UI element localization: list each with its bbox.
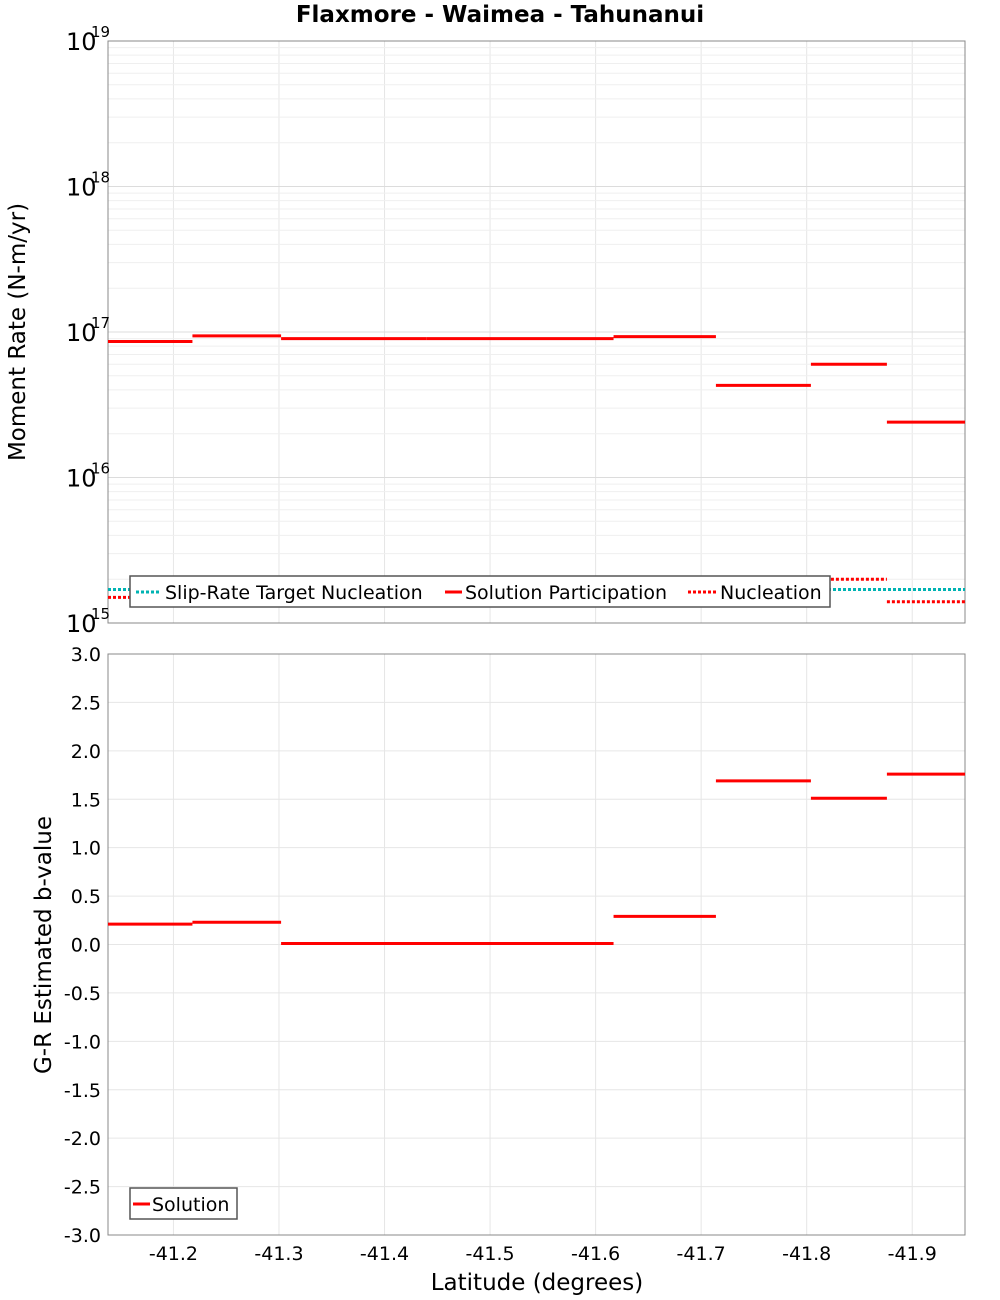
chart-title: Flaxmore - Waimea - Tahunanui: [296, 2, 704, 28]
b-value-y-tick-label: -2.0: [64, 1128, 101, 1150]
x-tick-label: -41.5: [465, 1243, 514, 1265]
legend-label-solution-participation: Solution Participation: [465, 582, 667, 604]
x-axis-ticks: -41.2 -41.3 -41.4 -41.5 -41.6 -41.7 -41.8 -41.9: [149, 1243, 937, 1265]
moment-rate-plot-frame: [107, 40, 966, 624]
x-tick-label: -41.2: [149, 1243, 198, 1265]
moment-rate-y-tick-exponent: 19: [91, 23, 110, 41]
b-value-y-tick-label: -2.5: [64, 1177, 101, 1199]
x-tick-label: -41.9: [888, 1243, 937, 1265]
b-value-y-axis-title: G-R Estimated b-value: [31, 816, 57, 1074]
moment-rate-y-tick-exponent: 15: [91, 605, 110, 623]
b-value-plot: -3.0 -2.5 -2.0 -1.5 -1.0 -0.5 0.0 0.5 1.0 1.5 2.0 2…: [31, 644, 966, 1296]
moment-rate-y-tick-base: 10: [66, 610, 97, 638]
x-tick-label: -41.3: [254, 1243, 303, 1265]
b-value-grid: [108, 653, 965, 1236]
legend-label-slip-rate-target: Slip-Rate Target Nucleation: [165, 582, 423, 604]
x-tick-label: -41.4: [360, 1243, 409, 1265]
moment-rate-y-tick-base: 10: [66, 465, 97, 493]
b-value-y-ticks: -3.0 -2.5 -2.0 -1.5 -1.0 -0.5 0.0 0.5 1.0 1.5 2.0 2…: [64, 644, 101, 1247]
b-value-y-tick-label: 3.0: [71, 644, 101, 666]
moment-rate-y-tick-base: 10: [66, 174, 97, 202]
moment-rate-y-tick-exponent: 18: [91, 169, 110, 187]
moment-rate-y-tick-base: 10: [66, 319, 97, 347]
b-value-y-tick-label: 2.5: [71, 692, 101, 714]
b-value-series: [108, 772, 965, 946]
legend-label-solution: Solution: [152, 1194, 229, 1216]
legend-label-nucleation: Nucleation: [720, 582, 822, 604]
b-value-legend-box: [129, 1187, 238, 1220]
x-tick-label: -41.6: [571, 1243, 620, 1265]
b-value-y-tick-label: 0.0: [71, 935, 101, 957]
b-value-legend: Solution: [129, 1187, 238, 1220]
b-value-plot-frame: [107, 653, 966, 1236]
b-value-y-tick-label: -3.0: [64, 1225, 101, 1247]
b-value-y-tick-label: -1.5: [64, 1080, 101, 1102]
moment-rate-y-tick-exponent: 16: [91, 460, 110, 478]
b-value-y-tick-label: 2.0: [71, 741, 101, 763]
moment-rate-y-tick-base: 10: [66, 28, 97, 56]
b-value-y-tick-label: 1.5: [71, 789, 101, 811]
x-tick-label: -41.7: [677, 1243, 726, 1265]
b-value-y-tick-label: -1.0: [64, 1031, 101, 1053]
b-value-y-tick-label: -0.5: [64, 983, 101, 1005]
moment-rate-legend: Slip-Rate Target Nucleation Solution Par…: [129, 575, 831, 608]
x-tick-label: -41.8: [782, 1243, 831, 1265]
b-value-y-tick-label: 0.5: [71, 886, 101, 908]
moment-rate-y-axis-title: Moment Rate (N-m/yr): [5, 203, 31, 461]
x-axis-title: Latitude (degrees): [431, 1270, 644, 1296]
moment-rate-y-tick-exponent: 17: [91, 314, 110, 332]
b-value-y-tick-label: 1.0: [71, 838, 101, 860]
